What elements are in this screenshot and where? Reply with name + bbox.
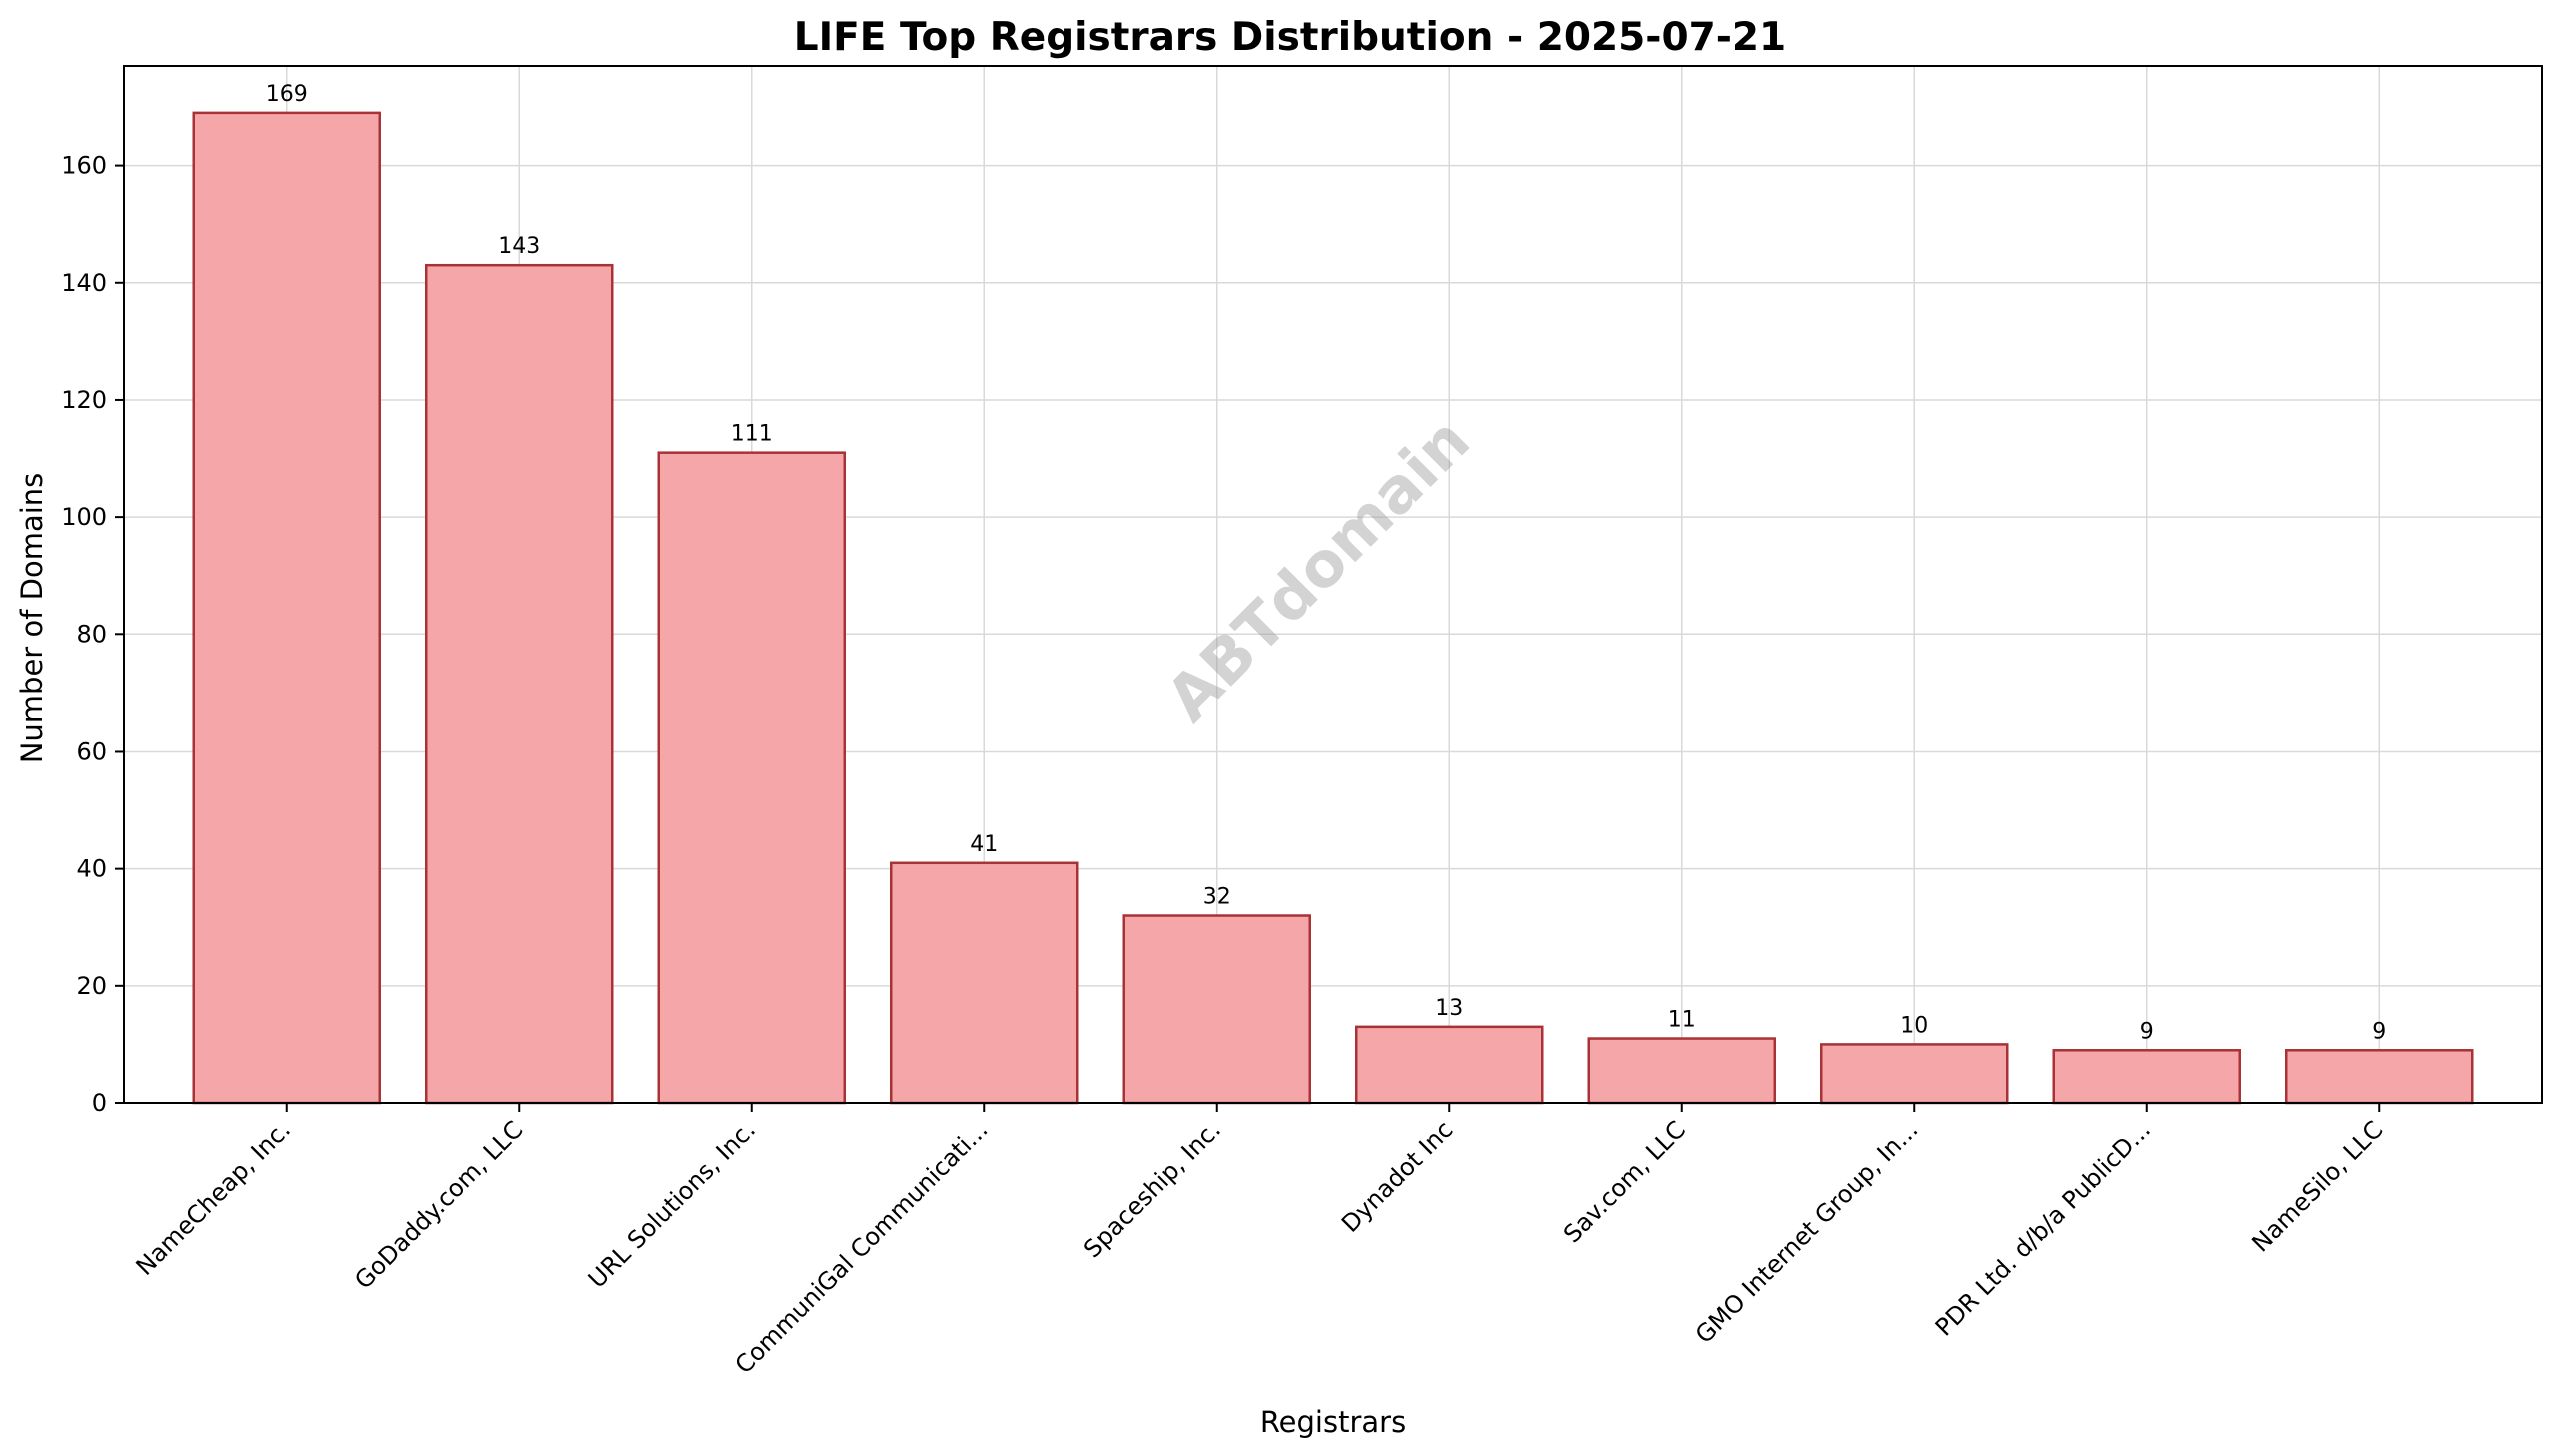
bar-7 xyxy=(1820,1043,2009,1105)
watermark-layer: ABTdomain xyxy=(1152,403,1484,735)
x-axis-label: Registrars xyxy=(1260,1405,1406,1439)
data-label-1: 143 xyxy=(498,234,540,259)
x-tick-label-6: Sav.com, LLC xyxy=(1558,1115,1691,1248)
data-label-4: 32 xyxy=(1203,885,1231,910)
chart-title: LIFE Top Registrars Distribution - 2025-… xyxy=(794,15,1786,60)
data-label-2: 111 xyxy=(731,422,773,447)
y-tick-label-6: 120 xyxy=(61,386,107,414)
bar-0 xyxy=(192,111,381,1105)
y-tick-label-3: 60 xyxy=(76,737,107,765)
watermark-text: ABTdomain xyxy=(1152,403,1484,735)
bar-3 xyxy=(890,861,1079,1105)
data-label-6: 11 xyxy=(1668,1008,1696,1033)
bars xyxy=(192,111,2474,1105)
bar-1 xyxy=(425,263,614,1105)
bar-9 xyxy=(2285,1049,2474,1105)
data-label-0: 169 xyxy=(266,82,308,107)
bar-4 xyxy=(1122,914,1311,1105)
y-axis-label: Number of Domains xyxy=(15,473,49,764)
data-labels: 169 143 111 41 32 13 11 10 9 9 xyxy=(266,82,2387,1044)
bar-2 xyxy=(657,451,846,1105)
x-tick-label-4: Spaceship, Inc. xyxy=(1078,1115,1226,1263)
y-tick-label-5: 100 xyxy=(61,503,107,531)
y-tick-label-7: 140 xyxy=(61,269,107,297)
data-label-5: 13 xyxy=(1435,996,1463,1021)
bar-6 xyxy=(1587,1037,1776,1105)
x-tick-label-5: Dynadot Inc xyxy=(1336,1115,1458,1237)
y-tick-label-1: 20 xyxy=(76,972,107,1000)
bar-5 xyxy=(1355,1025,1544,1105)
data-label-8: 9 xyxy=(2140,1019,2154,1044)
data-label-9: 9 xyxy=(2372,1019,2386,1044)
data-label-7: 10 xyxy=(1900,1013,1928,1038)
x-tick-label-1: GoDaddy.com, LLC xyxy=(349,1115,528,1294)
plot-frame xyxy=(123,65,2543,1104)
x-tick-label-2: URL Solutions, Inc. xyxy=(583,1115,761,1293)
x-tick-label-3: CommuniGal Communicati... xyxy=(730,1115,994,1379)
data-label-3: 41 xyxy=(970,832,998,857)
y-tick-label-0: 0 xyxy=(92,1089,107,1117)
x-tick-label-8: PDR Ltd. d/b/a PublicD... xyxy=(1930,1115,2156,1341)
y-tick-label-2: 40 xyxy=(76,855,107,883)
bar-8 xyxy=(2052,1049,2241,1105)
x-tick-label-0: NameCheap, Inc. xyxy=(131,1115,296,1280)
x-tick-label-7: GMO Internet Group, In... xyxy=(1690,1115,1924,1349)
x-axis: NameCheap, Inc. GoDaddy.com, LLC URL Solut… xyxy=(131,1103,2388,1379)
y-tick-label-8: 160 xyxy=(61,152,107,180)
y-tick-label-4: 80 xyxy=(76,620,107,648)
y-axis: 0 20 40 60 80 100 120 140 160 xyxy=(61,152,124,1117)
x-tick-label-9: NameSilo, LLC xyxy=(2246,1115,2388,1257)
